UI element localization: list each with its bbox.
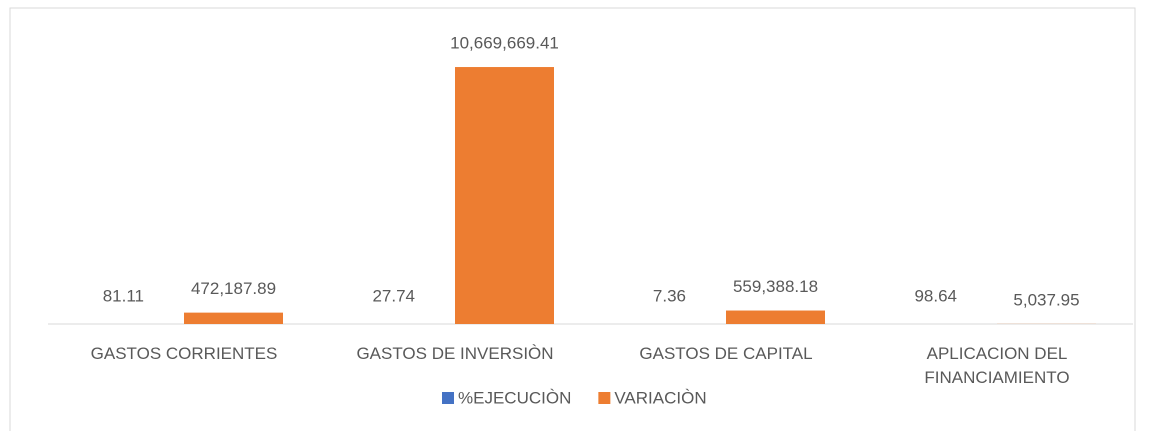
x-tick-label: GASTOS DE CAPITAL <box>639 344 812 363</box>
data-label: 10,669,669.41 <box>450 34 559 53</box>
chart-frame <box>9 7 1136 431</box>
data-label: 5,037.95 <box>1013 290 1079 309</box>
bar <box>184 312 283 324</box>
data-label: 559,388.18 <box>733 277 818 296</box>
legend-swatch <box>442 392 454 404</box>
legend-label: %EJECUCIÒN <box>458 388 571 407</box>
data-label: 81.11 <box>103 286 144 305</box>
legend-label: VARIACIÒN <box>614 388 706 407</box>
legend-swatch <box>598 392 611 404</box>
x-tick-label: GASTOS CORRIENTES <box>91 344 278 363</box>
bar <box>726 310 825 324</box>
data-label: 98.64 <box>914 286 957 305</box>
data-label: 7.36 <box>653 286 686 305</box>
data-label: 27.74 <box>372 286 415 305</box>
data-label: 472,187.89 <box>191 279 276 298</box>
bar <box>455 67 554 325</box>
x-tick-label: GASTOS DE INVERSIÒN <box>356 344 553 363</box>
x-tick-label: APLICACION DEL FINANCIAMIENTO <box>924 344 1069 387</box>
